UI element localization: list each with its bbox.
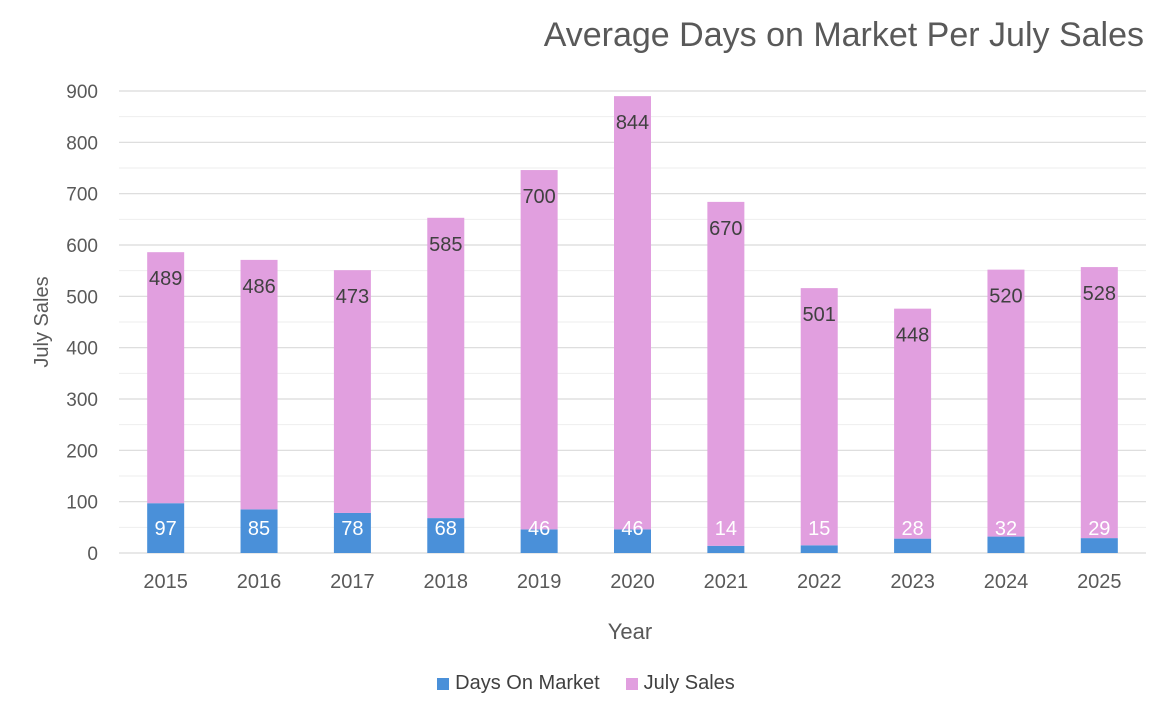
data-label-days-on-market: 97 bbox=[155, 518, 177, 540]
bar-july-sales bbox=[800, 288, 838, 546]
y-tick-label: 500 bbox=[66, 287, 98, 308]
data-label-days-on-market: 14 bbox=[715, 518, 737, 540]
data-label-days-on-market: 85 bbox=[248, 518, 270, 540]
bar-july-sales bbox=[240, 259, 278, 510]
data-label-days-on-market: 78 bbox=[341, 518, 363, 540]
x-tick-label: 2017 bbox=[330, 571, 375, 593]
bar-days-on-market bbox=[240, 509, 278, 553]
y-axis-label: July Sales bbox=[31, 276, 53, 367]
chart-title: Average Days on Market Per July Sales bbox=[543, 16, 1144, 54]
bar-july-sales bbox=[1080, 267, 1118, 539]
data-label-days-on-market: 46 bbox=[621, 518, 643, 540]
legend-label-days-on-market: Days On Market bbox=[455, 672, 600, 694]
data-label-days-on-market: 15 bbox=[808, 518, 830, 540]
bar-days-on-market bbox=[520, 529, 558, 553]
data-label-july-sales: 473 bbox=[336, 286, 369, 308]
x-axis-ticks: 2015 2016 2017 2018 2019 2020 2021 2022 2023 2024… bbox=[143, 571, 1121, 593]
y-tick-label: 900 bbox=[66, 82, 98, 103]
x-tick-label: 2020 bbox=[610, 571, 655, 593]
legend-swatch-days-on-market bbox=[437, 677, 450, 690]
x-tick-label: 2024 bbox=[984, 571, 1029, 593]
legend-label-july-sales: July Sales bbox=[643, 672, 735, 694]
data-label-days-on-market: 68 bbox=[435, 518, 457, 540]
bar-days-on-market bbox=[333, 512, 371, 553]
bar-days-on-market bbox=[894, 538, 932, 553]
bar-july-sales bbox=[147, 252, 185, 504]
data-label-july-sales: 486 bbox=[242, 276, 275, 298]
bar-days-on-market bbox=[614, 529, 651, 553]
y-tick-label: 600 bbox=[66, 236, 98, 257]
data-labels: 97 489 85 486 78 473 68 585 46 700 46 844 14 670 15 501… bbox=[149, 112, 1116, 540]
y-tick-label: 0 bbox=[87, 544, 98, 565]
data-label-days-on-market: 29 bbox=[1088, 518, 1110, 540]
y-tick-label: 200 bbox=[66, 441, 98, 462]
data-label-july-sales: 528 bbox=[1083, 283, 1116, 305]
data-label-july-sales: 489 bbox=[149, 268, 182, 290]
data-label-july-sales: 520 bbox=[989, 286, 1022, 308]
legend-swatch-july-sales bbox=[625, 677, 638, 690]
x-tick-label: 2021 bbox=[704, 571, 749, 593]
data-label-july-sales: 448 bbox=[896, 325, 929, 347]
legend-item-days-on-market: Days On Market bbox=[437, 672, 600, 695]
y-tick-label: 800 bbox=[66, 133, 98, 154]
x-tick-label: 2018 bbox=[424, 571, 469, 593]
bar-days-on-market bbox=[800, 545, 838, 553]
bar-july-sales bbox=[707, 201, 745, 546]
x-tick-label: 2019 bbox=[517, 571, 562, 593]
data-label-july-sales: 844 bbox=[616, 112, 649, 134]
x-tick-label: 2023 bbox=[890, 571, 935, 593]
x-tick-label: 2016 bbox=[237, 571, 282, 593]
bar-july-sales bbox=[614, 96, 651, 530]
bars bbox=[147, 96, 1118, 553]
y-axis-ticks: 0 100 200 300 400 500 600 700 800 900 bbox=[66, 82, 98, 565]
bar-july-sales bbox=[427, 217, 465, 519]
bar-days-on-market bbox=[427, 518, 465, 553]
x-axis-label: Year bbox=[608, 619, 652, 644]
x-tick-label: 2015 bbox=[143, 571, 188, 593]
y-tick-label: 100 bbox=[66, 493, 98, 514]
y-tick-label: 700 bbox=[66, 185, 98, 206]
x-tick-label: 2022 bbox=[797, 571, 842, 593]
legend-item-july-sales: July Sales bbox=[625, 672, 735, 695]
bar-july-sales bbox=[333, 270, 371, 513]
x-tick-label: 2025 bbox=[1077, 571, 1122, 593]
y-tick-label: 400 bbox=[66, 339, 98, 360]
data-label-july-sales: 700 bbox=[522, 186, 555, 208]
bar-days-on-market bbox=[987, 536, 1025, 553]
data-label-july-sales: 585 bbox=[429, 234, 462, 256]
bar-july-sales bbox=[894, 308, 932, 539]
bar-days-on-market bbox=[1080, 538, 1118, 553]
data-label-days-on-market: 46 bbox=[528, 518, 550, 540]
data-label-july-sales: 501 bbox=[803, 304, 836, 326]
bar-july-sales bbox=[520, 170, 558, 530]
bar-july-sales bbox=[987, 269, 1025, 537]
data-label-days-on-market: 32 bbox=[995, 518, 1017, 540]
data-label-july-sales: 670 bbox=[709, 218, 742, 240]
bar-days-on-market bbox=[147, 503, 185, 553]
y-tick-label: 300 bbox=[66, 390, 98, 411]
legend: Days On Market July Sales bbox=[0, 672, 1172, 695]
data-label-days-on-market: 28 bbox=[901, 518, 923, 540]
bar-days-on-market bbox=[707, 545, 745, 553]
